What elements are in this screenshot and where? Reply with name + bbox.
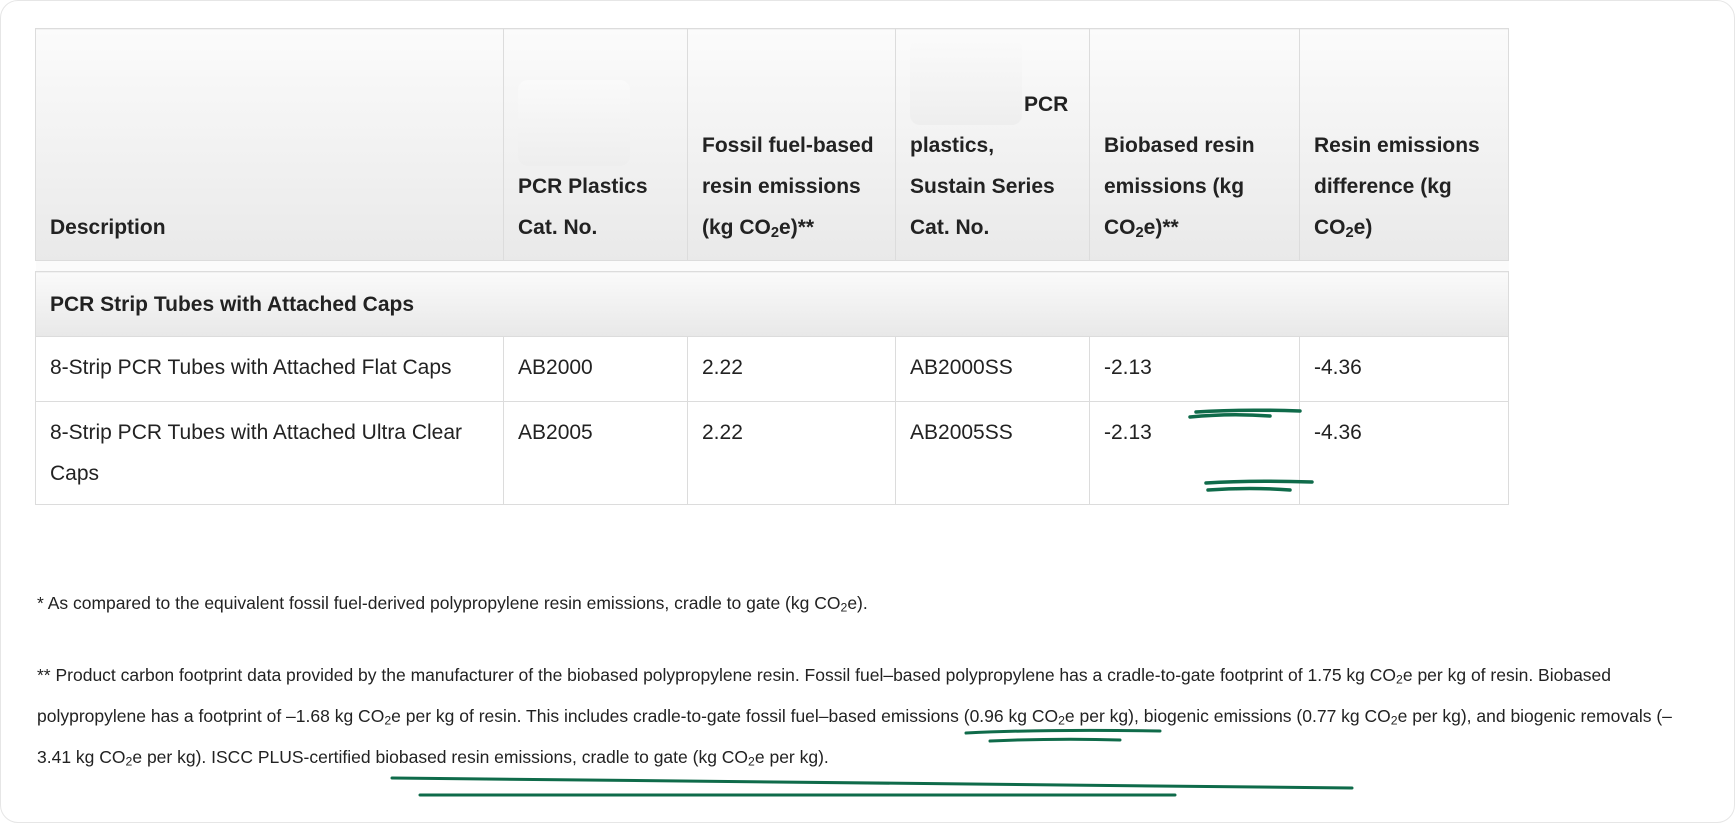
cell-description: 8-Strip PCR Tubes with Attached Flat Cap…: [35, 336, 504, 402]
header-suffix: e)**: [1143, 216, 1179, 239]
cell-description: 8-Strip PCR Tubes with Attached Ultra Cl…: [35, 401, 504, 505]
subscript: 2: [1396, 672, 1403, 687]
footnote-2: ** Product carbon footprint data provide…: [37, 655, 1697, 778]
footnote-1: * As compared to the equivalent fossil f…: [37, 583, 1697, 624]
subscript: 2: [384, 713, 392, 728]
subscript: 2: [1345, 224, 1354, 241]
text: * As compared to the equivalent fossil f…: [37, 593, 841, 613]
subscript: 2: [1390, 713, 1398, 728]
cell-cat-no: AB2000: [503, 336, 688, 402]
header-suffix: e)**: [779, 216, 815, 239]
cell-sustain-cat-no: AB2005SS: [895, 401, 1090, 505]
subscript: 2: [125, 754, 133, 769]
subscript: 2: [1058, 713, 1065, 728]
subscript: 2: [840, 600, 848, 615]
cell-sustain-cat-no: AB2000SS: [895, 336, 1090, 402]
group-row: PCR Strip Tubes with Attached Caps: [35, 271, 1509, 337]
redacted-logo: [910, 39, 1022, 125]
header-text: PCR plastics, Sustain Series Cat. No.: [910, 93, 1069, 239]
text: e per kg of resin. This includes cradle-…: [391, 706, 1059, 726]
text: e per kg), and biogenic removals (–3.41 …: [37, 706, 1672, 767]
cell-difference: -4.36: [1299, 336, 1509, 402]
text: ** Product carbon footprint data provide…: [37, 665, 1397, 685]
text: e per kg), biogenic emissions (0.77 kg C…: [1064, 706, 1391, 726]
spacer-cell: [35, 260, 1509, 272]
header-text: PCR Plastics Cat. No.: [518, 175, 648, 239]
spacer-row: [35, 260, 1509, 272]
text: e per kg). ISCC PLUS-certified biobased …: [132, 747, 749, 767]
cell-fossil: 2.22: [687, 401, 896, 505]
header-text: Biobased resin emissions (kg CO: [1104, 134, 1255, 239]
subscript: 2: [770, 224, 780, 241]
cell-fossil: 2.22: [687, 336, 896, 402]
header-text: Description: [50, 216, 166, 239]
cell-biobased: -2.13: [1089, 401, 1300, 505]
text: e).: [847, 593, 868, 613]
header-text: Fossil fuel-based resin emissions (kg CO: [702, 134, 874, 239]
cell-cat-no: AB2005: [503, 401, 688, 505]
redacted-logo: [518, 80, 630, 166]
subscript: 2: [1135, 224, 1144, 241]
header-description: Description: [35, 28, 504, 261]
table-row: 8-Strip PCR Tubes with Attached Flat Cap…: [35, 336, 1509, 402]
text: e per kg of resin. Biobased polypropylen…: [37, 665, 1612, 726]
header-suffix: e): [1353, 216, 1373, 239]
cell-difference: -4.36: [1299, 401, 1509, 505]
table-row: 8-Strip PCR Tubes with Attached Ultra Cl…: [35, 401, 1509, 505]
header-biobased-emissions: Biobased resin emissions (kg CO2e)**: [1089, 28, 1300, 261]
table-header-row: Description PCR Plastics Cat. No. Fossil…: [35, 28, 1509, 261]
emissions-table: Description PCR Plastics Cat. No. Fossil…: [35, 28, 1509, 505]
header-sustain-cat-no: PCR plastics, Sustain Series Cat. No.: [895, 28, 1090, 261]
header-text: Resin emissions difference (kg CO: [1314, 134, 1480, 239]
group-title: PCR Strip Tubes with Attached Caps: [35, 271, 1509, 337]
header-difference: Resin emissions difference (kg CO2e): [1299, 28, 1509, 261]
header-pcr-cat-no: PCR Plastics Cat. No.: [503, 28, 688, 261]
header-fossil-emissions: Fossil fuel-based resin emissions (kg CO…: [687, 28, 896, 261]
footnotes: * As compared to the equivalent fossil f…: [37, 583, 1697, 809]
subscript: 2: [748, 754, 755, 769]
text: e per kg).: [754, 747, 829, 767]
cell-biobased: -2.13: [1089, 336, 1300, 402]
